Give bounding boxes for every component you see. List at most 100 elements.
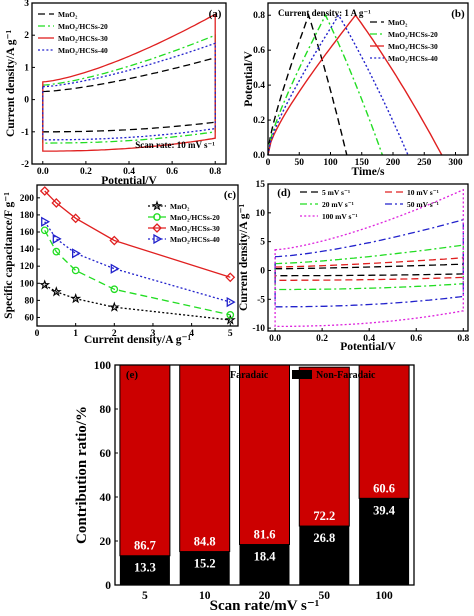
legend-label: MnO₂ [170, 202, 190, 211]
x-axis-label: Current density/A g⁻¹ [84, 334, 191, 346]
data-point [39, 279, 51, 290]
data-point [52, 247, 61, 256]
y-tick-label: 5 [260, 238, 265, 248]
data-point [153, 233, 163, 245]
y-tick-label: 0.4 [253, 81, 265, 91]
data-point [152, 223, 162, 233]
capacitance-line [44, 190, 231, 278]
plot-frame [36, 184, 239, 327]
x-tick-label: 0 [266, 158, 271, 168]
y-axis-label: Current density/A g⁻¹ [5, 30, 17, 137]
y-tick-label: 1 [24, 63, 29, 73]
legend-swatch [292, 370, 312, 379]
data-point [224, 314, 236, 325]
y-tick-label: 120 [20, 262, 35, 272]
plot-frame [267, 2, 469, 156]
data-point [71, 266, 80, 275]
gcd-curve [267, 14, 443, 156]
data-point [153, 213, 161, 221]
x-tick-label: 200 [386, 158, 401, 168]
x-tick-label: 150 [355, 158, 370, 168]
y-axis-label: Current density/A g⁻¹ [238, 204, 250, 311]
x-tick-label: 50 [319, 590, 331, 602]
legend-label: 5 mV s⁻¹ [322, 188, 350, 197]
non-faradaic-value-label: 26.8 [313, 531, 335, 545]
legend-label: MnO₂/HCSs-20 [58, 22, 108, 31]
x-tick-label: 5 [228, 329, 233, 339]
y-tick-label: 60 [100, 448, 112, 460]
x-tick-label: 0.0 [269, 334, 281, 344]
non-faradaic-value-label: 15.2 [194, 557, 216, 571]
legend-label: MnO₂/HCSs-30 [170, 224, 220, 233]
y-tick-label: 80 [25, 296, 35, 306]
cv-curve [42, 56, 216, 133]
panel-e: 86.7 13.3 5 84.8 15.2 10 81.6 18.4 20 72.2 26.8 50 6… [74, 360, 415, 614]
faradaic-value-label: 86.7 [134, 539, 156, 553]
y-tick-label: 15 [256, 180, 266, 190]
x-tick-label: 0.2 [316, 334, 328, 344]
legend-label: MnO₂ [58, 10, 78, 19]
panel-label: (b) [451, 8, 465, 20]
y-tick-label: 0.0 [253, 151, 265, 161]
bar-faradaic [239, 364, 290, 546]
bar-faradaic [298, 366, 350, 527]
data-point [108, 301, 120, 312]
current-density-annotation: Current density: 1 A g⁻¹ [278, 8, 371, 18]
y-tick-label: 0 [260, 266, 265, 276]
bar-non-faradaic [359, 498, 410, 585]
gcd-curve [267, 13, 384, 156]
data-point [226, 311, 235, 319]
bar-faradaic [119, 364, 171, 557]
legend-label: 100 mV s⁻¹ [322, 212, 358, 221]
data-point [70, 213, 81, 224]
x-tick-label: 20 [259, 590, 271, 602]
panel-label: (a) [209, 8, 222, 20]
x-tick-label: 0.8 [209, 167, 221, 177]
y-tick-label: 80 [100, 404, 112, 416]
data-point [110, 263, 120, 274]
x-tick-label: 0 [35, 329, 40, 339]
data-point [39, 186, 50, 196]
x-tick-label: 0.6 [410, 334, 422, 344]
data-point [72, 248, 81, 259]
x-tick-label: 5 [142, 590, 148, 602]
bar-faradaic [179, 364, 231, 553]
panel-b: 0 50 100 150 200 250 300 0.0 0.2 0.4 0.6 0.8 Time/s P… [243, 2, 469, 178]
cv-curve [274, 188, 464, 328]
y-axis-label: Specific capacitance/F g⁻¹ [3, 192, 15, 319]
x-tick-label: 100 [375, 590, 393, 602]
bar-faradaic [358, 364, 410, 499]
legend-label: Non-Faradaic [316, 370, 376, 381]
y-tick-label: 0 [105, 580, 111, 592]
y-tick-label: 2 [24, 31, 29, 41]
data-point [151, 200, 163, 211]
x-tick-label: 2 [112, 329, 117, 339]
legend-label: 50 mV s⁻¹ [407, 200, 439, 209]
x-axis-label: Scan rate/mV s⁻¹ [210, 598, 320, 614]
y-tick-label: 60 [25, 313, 35, 323]
faradaic-value-label: 72.2 [313, 509, 335, 523]
y-axis-label: Potential/V [243, 51, 255, 107]
non-faradaic-value-label: 39.4 [373, 503, 396, 517]
capacitance-line [44, 284, 231, 321]
panel-d: 0.0 0.2 0.4 0.6 0.8 -10 -5 0 5 10 15 Potential/V Cur… [238, 180, 469, 353]
capacitance-line [44, 221, 231, 303]
y-tick-label: 200 [20, 194, 35, 204]
data-point [226, 296, 236, 308]
x-tick-label: 0.6 [166, 167, 178, 177]
x-tick-label: 1 [73, 329, 78, 339]
gcd-curve [267, 12, 348, 156]
y-tick-label: -10 [252, 324, 265, 334]
x-tick-label: 250 [417, 158, 432, 168]
x-tick-label: 50 [295, 158, 305, 168]
cv-curve [274, 257, 464, 281]
x-tick-label: 0.4 [363, 334, 375, 344]
bar-non-faradaic [299, 526, 350, 585]
legend-label: MnO₂/HCSs-20 [388, 30, 438, 39]
legend-swatch [206, 370, 226, 379]
legend-label: MnO₂/HCSs-30 [58, 34, 108, 43]
y-tick-label: -5 [257, 295, 265, 305]
y-tick-label: 3 [24, 0, 29, 9]
faradaic-value-label: 60.6 [373, 481, 395, 495]
data-point [40, 226, 49, 235]
